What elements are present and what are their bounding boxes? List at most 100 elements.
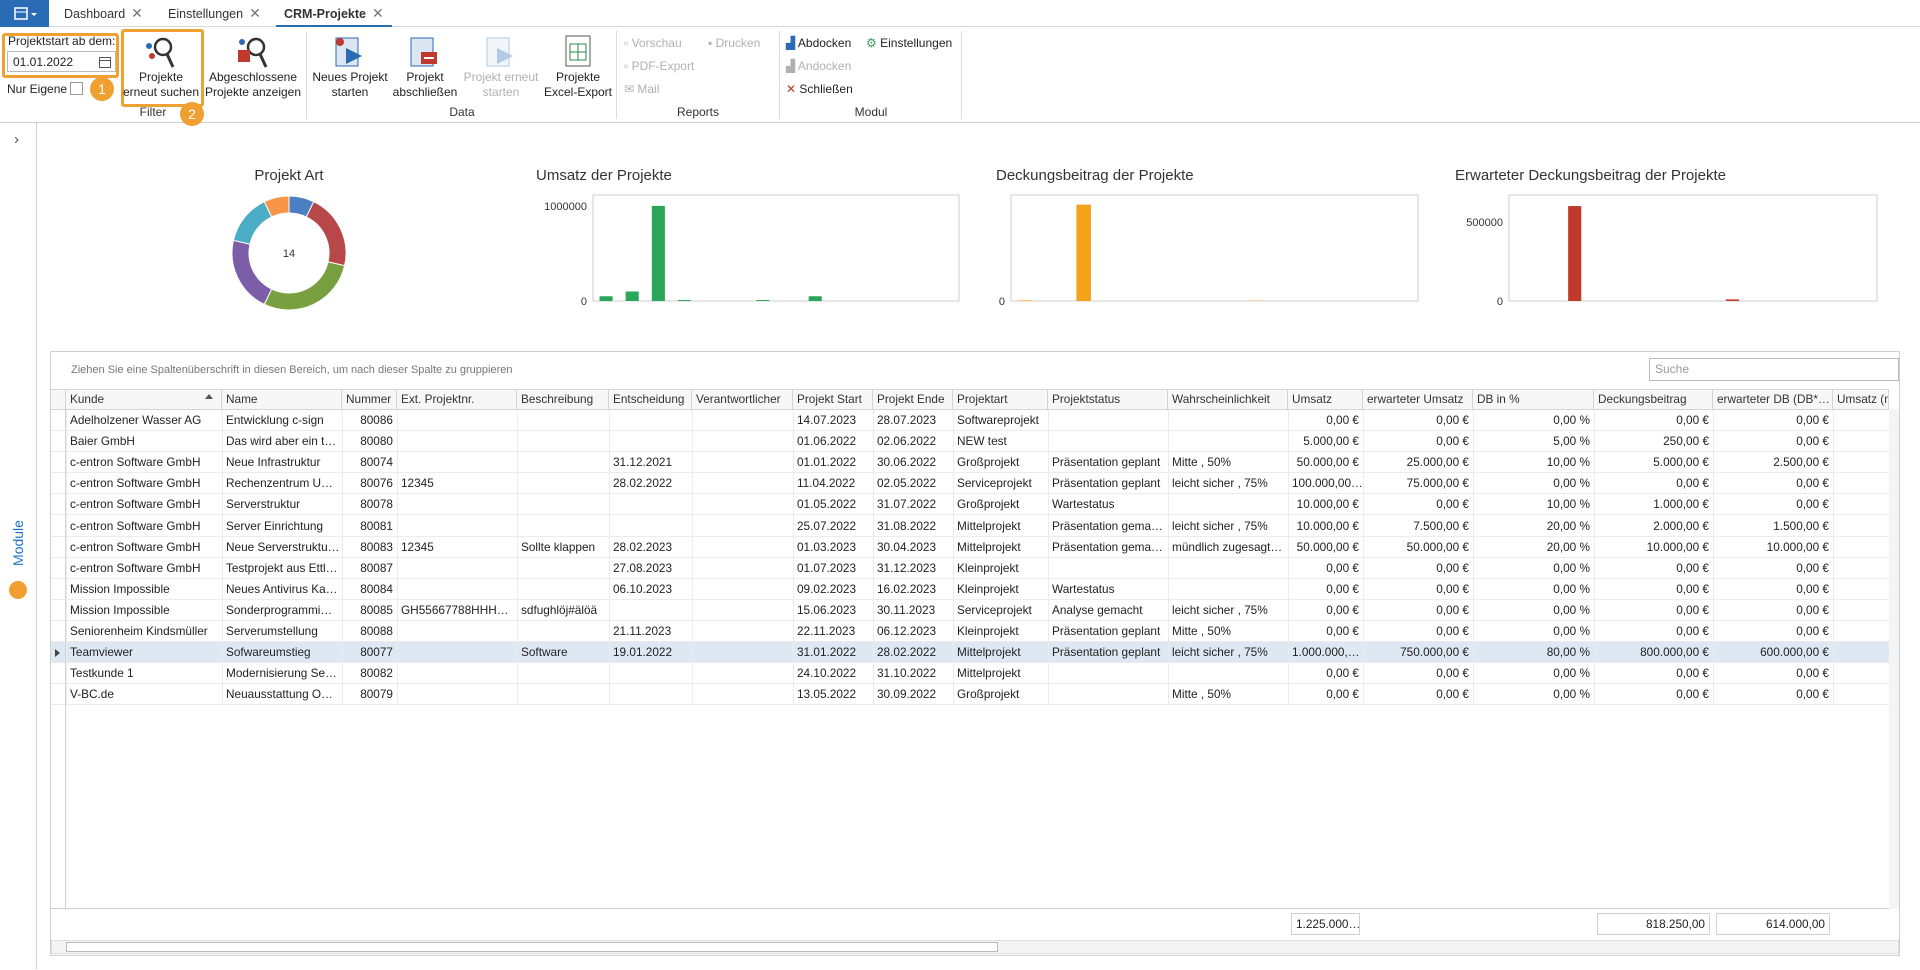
restart-project-icon [486,37,513,67]
label-line: erneut suchen [122,85,200,99]
label-line: Abgeschlossene [208,70,298,84]
group-label: Modul [854,105,888,119]
bar [599,296,613,301]
finish-project-icon[interactable] [407,34,443,70]
donut-segment [232,200,273,245]
label-line: Projekt [406,70,444,84]
reports-item: ▫ PDF-Export [624,59,695,73]
item-label: PDF-Export [631,59,695,73]
bar [1076,204,1091,301]
chart-title: Umsatz der Projekte [536,167,672,184]
sidebar[interactable]: › Module [0,123,37,969]
expand-chevron[interactable]: › [14,131,19,148]
label-line: Neues Projekt [312,70,388,84]
date-label: Projektstart ab dem: [8,34,116,48]
closed-button-label[interactable]: Abgeschlossene Projekte anzeigen [205,70,301,100]
only-own-checkbox[interactable] [70,82,83,95]
data-button-label: Projekt erneut starten [464,70,539,100]
tab[interactable]: CRM-Projekte ✕ [276,0,392,27]
item-label: Mail [637,82,660,96]
charts-area: Projekt Art 14 Umsatz der Projekte 0 1000000… [231,167,1878,311]
label-line: Projekt erneut [463,70,539,84]
modul-item[interactable]: ▟ Abdocken [786,36,852,50]
item-label: Abdocken [797,36,852,50]
bar [756,300,770,301]
separator [961,31,962,119]
item-label: Andocken [797,59,852,73]
callout-badge: 1 [90,77,114,101]
label-line: starten [331,85,369,99]
date-input[interactable]: 01.01.2022 [7,51,116,72]
group-label: Filter [139,105,167,119]
separator [779,31,780,119]
new-project-icon[interactable] [332,34,368,70]
modul-item[interactable]: ✕ Schließen [786,82,853,96]
callout-frame [2,33,119,78]
search-placeholder: Suche [1655,362,1690,376]
data-button-label[interactable]: Projekte Excel-Export [544,70,612,100]
tab-label: Dashboard [64,7,126,21]
callout-frame [121,29,204,107]
y-tick-label: 500000 [1466,217,1503,229]
plot-frame [592,194,960,302]
label-line: Projekte [138,70,184,84]
y-tick-label: 1000000 [544,201,587,213]
separator [616,31,617,119]
label-line: Projekte [555,70,601,84]
tab[interactable]: Dashboard ✕ [64,5,143,21]
search-icon[interactable] [143,34,179,70]
donut-segment [305,200,347,267]
y-tick-label: 0 [999,296,1005,308]
bar [625,291,639,301]
app-menu[interactable] [0,0,49,27]
calendar-icon [99,57,111,68]
item-label: Drucken [715,36,761,50]
donut-segment [263,195,290,218]
label-line: starten [482,85,520,99]
chart-title: Projekt Art [254,167,324,184]
menu-icon [14,7,37,20]
bar [1568,206,1582,301]
item-label: Schließen [799,82,853,96]
plot-frame [1010,194,1419,302]
group-label: Reports [676,105,720,119]
y-tick-label: 0 [581,296,587,308]
modul-item: ▟ Andocken [786,59,852,73]
label-line: Excel-Export [543,85,613,99]
excel-export-icon[interactable] [560,34,596,70]
modul-item[interactable]: ⚙ Einstellungen [866,36,953,50]
only-own-label: Nur Eigene [7,82,68,96]
sidebar-label[interactable]: Module [10,520,26,566]
item-label: Einstellungen [880,36,953,50]
reports-item: ▫ Vorschau [624,36,682,50]
tab-label: CRM-Projekte [284,7,366,21]
reports-item: ▪ Drucken [708,36,761,50]
bar [1018,300,1033,301]
data-button-label[interactable]: Projekt abschließen [393,70,458,100]
y-tick-label: 0 [1497,296,1503,308]
donut-segment [231,239,273,306]
closed-projects-icon[interactable] [236,34,272,70]
label-line: Projekte anzeigen [204,85,302,99]
plot-frame [1508,194,1878,302]
donut-segment [263,261,346,311]
date-value: 01.01.2022 [13,55,74,69]
chart-title: Deckungsbeitrag der Projekte [996,167,1194,184]
tab[interactable]: Einstellungen ✕ [168,5,261,21]
reports-item: ✉ Mail [624,82,660,96]
search-box[interactable]: Suche [1649,358,1899,381]
tab-label: Einstellungen [168,7,244,21]
search-button-label[interactable]: Projekte erneut suchen [123,70,199,100]
data-button-label[interactable]: Neues Projekt starten [312,70,387,100]
bar [651,205,665,301]
bar [677,300,692,301]
module-icon [9,581,27,599]
data-grid: Ziehen Sie eine Spaltenüberschrift in di… [50,351,1900,956]
item-label: Vorschau [631,36,682,50]
ribbon [0,27,1920,123]
bar [1725,299,1739,301]
donut-center: 14 [283,248,295,260]
chart-title: Erwarteter Deckungsbeitrag der Projekte [1455,167,1726,184]
group-hint: Ziehen Sie eine Spaltenüberschrift in di… [71,364,513,376]
